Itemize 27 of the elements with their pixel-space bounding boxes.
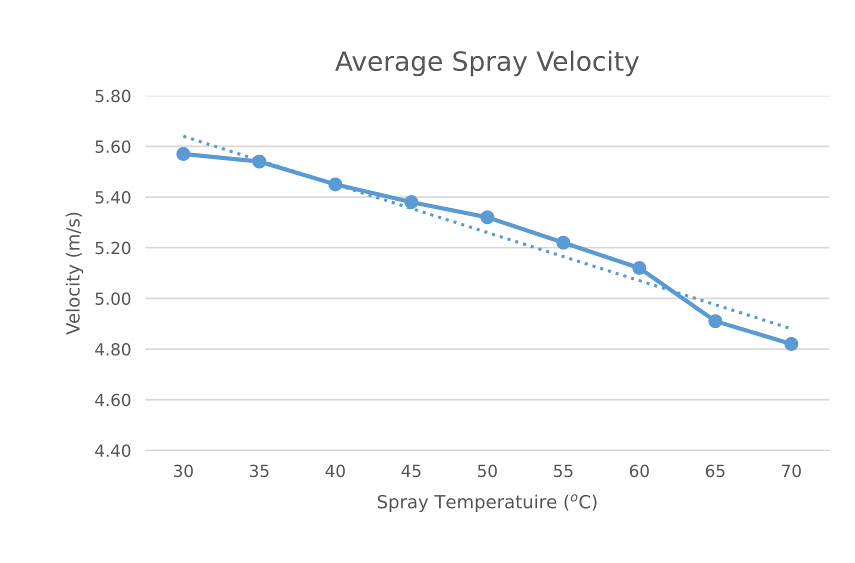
- point: [632, 261, 646, 275]
- y-tick-label: 4.80: [95, 343, 130, 356]
- y-tick-label: 4.40: [95, 444, 130, 457]
- x-axis-title: Spray Temperatuire ($^{o}$C): [378, 494, 597, 512]
- point: [556, 236, 570, 250]
- point: [404, 195, 418, 210]
- x-tick-label: 65: [706, 464, 724, 478]
- point: [176, 147, 190, 161]
- x-tick-label: 35: [250, 464, 268, 478]
- y-tick-label: 5.20: [96, 242, 130, 254]
- x-tick-label: 70: [782, 464, 801, 478]
- x-tick-label: 60: [630, 464, 649, 478]
- y-axis-title: Velocity (m/s): [66, 212, 84, 335]
- chart-title: Average Spray Velocity: [335, 50, 639, 76]
- y-tick-label: 5.60: [96, 140, 130, 153]
- point: [784, 337, 798, 351]
- x-tick-label: 55: [554, 464, 572, 478]
- x-tick-label: 45: [402, 464, 420, 478]
- y-tick-label: 5.40: [96, 191, 130, 204]
- point: [708, 314, 722, 328]
- point: [480, 210, 494, 224]
- x-tick-label: 40: [326, 464, 345, 478]
- y-tick-label: 5.80: [96, 90, 130, 102]
- y-tick-label: 4.60: [95, 394, 130, 406]
- y-tick-label: 5.00: [96, 292, 130, 305]
- x-tick-label: 50: [478, 464, 497, 478]
- x-tick-label: 30: [174, 464, 193, 478]
